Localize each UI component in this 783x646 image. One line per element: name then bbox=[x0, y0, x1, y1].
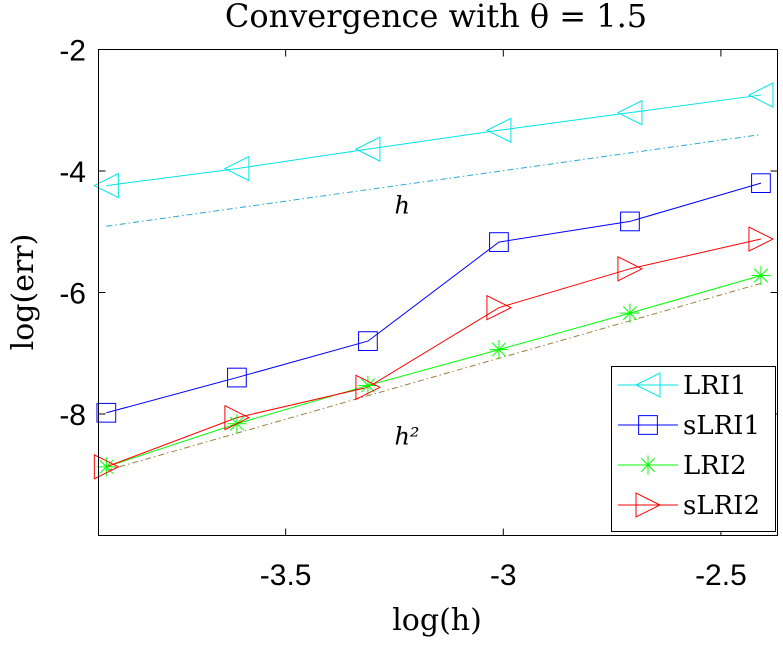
series-markers bbox=[93, 82, 775, 480]
x-tick-label: -3.5 bbox=[260, 559, 312, 592]
reference-line bbox=[106, 282, 762, 471]
reference-line-label: h² bbox=[394, 422, 419, 450]
marker-square bbox=[751, 173, 771, 194]
marker-square bbox=[358, 331, 378, 351]
legend-label: LRI1 bbox=[683, 371, 747, 401]
marker-asterisk bbox=[489, 340, 509, 360]
marker-square bbox=[620, 211, 640, 232]
legend-label: sLRI2 bbox=[683, 491, 760, 521]
marker-square bbox=[489, 232, 509, 252]
reference-line-label: h bbox=[394, 192, 409, 220]
y-tick-label: -4 bbox=[59, 156, 86, 189]
reference-lines: h h² bbox=[106, 134, 762, 471]
marker-triangle-left bbox=[93, 172, 119, 199]
legend-label: LRI2 bbox=[683, 451, 747, 481]
marker-triangle-right bbox=[486, 294, 513, 321]
marker-triangle-right bbox=[224, 404, 251, 431]
marker-triangle-left bbox=[616, 99, 643, 126]
series-line-LRI2 bbox=[106, 275, 762, 468]
y-tick-label: -6 bbox=[59, 278, 86, 311]
y-axis-ticks: -8 -6 -4 -2 bbox=[59, 35, 778, 432]
legend-label: sLRI1 bbox=[683, 411, 760, 441]
marker-square bbox=[638, 415, 658, 435]
reference-line bbox=[106, 134, 762, 227]
marker-asterisk bbox=[358, 375, 378, 396]
marker-asterisk bbox=[620, 303, 640, 323]
legend: LRI1 sLRI1 LRI2 sLRI2 bbox=[611, 366, 776, 532]
y-axis-label: log(err) bbox=[6, 234, 41, 351]
marker-triangle-left bbox=[485, 117, 512, 144]
legend-box bbox=[611, 366, 776, 532]
marker-triangle-right bbox=[748, 226, 775, 252]
x-tick-label: -3 bbox=[490, 559, 517, 592]
x-axis-ticks: -3.5 -3 -2.5 bbox=[260, 49, 747, 592]
x-tick-label: -2.5 bbox=[695, 559, 747, 592]
marker-asterisk bbox=[751, 265, 771, 286]
marker-triangle-left bbox=[747, 82, 774, 108]
marker-triangle-right bbox=[355, 374, 382, 401]
marker-triangle-right bbox=[635, 492, 662, 518]
marker-asterisk bbox=[96, 457, 116, 477]
marker-asterisk bbox=[638, 455, 658, 475]
series-line-sLRI2 bbox=[106, 238, 762, 468]
marker-triangle-left bbox=[354, 136, 381, 162]
marker-square bbox=[96, 402, 117, 423]
marker-square bbox=[227, 367, 247, 388]
marker-triangle-right bbox=[617, 255, 644, 282]
series-lines bbox=[106, 94, 762, 468]
chart-title: Convergence with θ = 1.5 bbox=[225, 0, 647, 35]
series-line-sLRI1 bbox=[106, 182, 762, 414]
series-line-LRI1 bbox=[106, 94, 762, 187]
marker-triangle-left bbox=[223, 155, 250, 182]
marker-triangle-left bbox=[634, 372, 661, 398]
x-axis-label: log(h) bbox=[392, 603, 482, 638]
y-tick-label: -2 bbox=[59, 35, 86, 68]
y-tick-label: -8 bbox=[59, 399, 86, 432]
marker-triangle-right bbox=[93, 454, 120, 480]
